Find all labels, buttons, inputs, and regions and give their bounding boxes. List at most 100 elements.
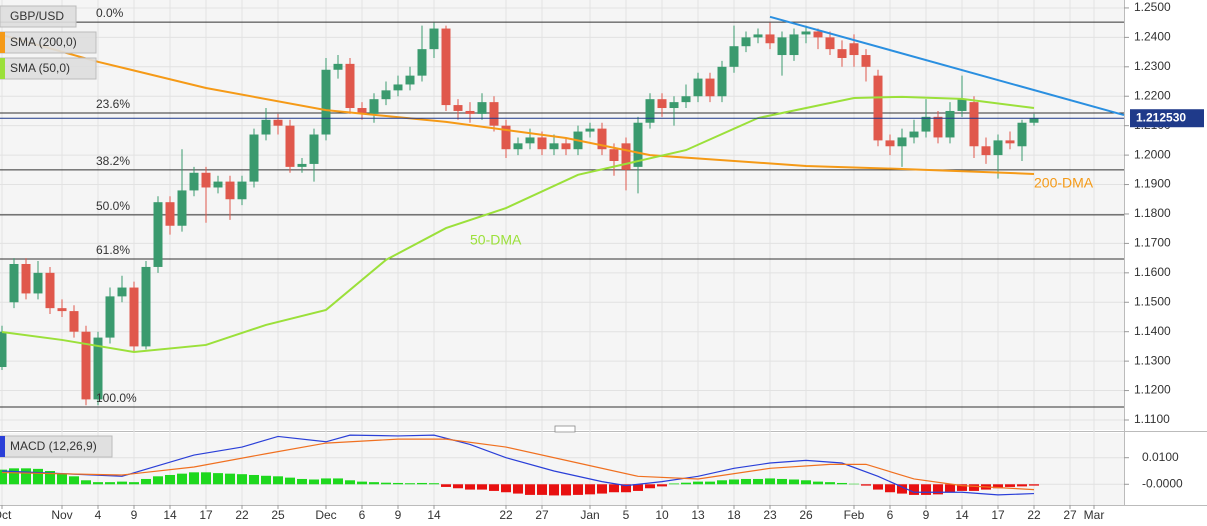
candle-body bbox=[309, 134, 319, 164]
x-tick-label: 27 bbox=[535, 508, 549, 522]
candle-body bbox=[93, 337, 103, 400]
histogram-bar bbox=[921, 484, 931, 495]
x-tick-label: Dec bbox=[315, 508, 336, 522]
x-tick-label: 9 bbox=[131, 508, 138, 522]
histogram-bar bbox=[609, 484, 619, 493]
candle-body bbox=[993, 140, 1003, 156]
candle-body bbox=[729, 46, 739, 67]
candle-body bbox=[669, 102, 679, 109]
histogram-bar bbox=[969, 484, 979, 491]
candle-body bbox=[201, 172, 211, 188]
y-tick-label: 1.1700 bbox=[1134, 236, 1171, 250]
macd-line bbox=[1, 438, 1035, 491]
y-tick-label: 1.2300 bbox=[1134, 59, 1171, 73]
legend-box bbox=[0, 435, 113, 458]
candle-body bbox=[285, 125, 295, 167]
fib-label: 61.8% bbox=[96, 243, 130, 257]
candle-body bbox=[513, 143, 523, 150]
histogram-bar bbox=[777, 478, 787, 485]
x-tick-label: Jan bbox=[580, 508, 599, 522]
x-tick-label: Nov bbox=[51, 508, 72, 522]
histogram-bar bbox=[285, 477, 295, 485]
candle-body bbox=[801, 31, 811, 35]
candle-body bbox=[681, 96, 691, 103]
histogram-bar bbox=[45, 470, 55, 485]
histogram-bar bbox=[129, 482, 139, 485]
candle-body bbox=[9, 264, 19, 303]
candle-body bbox=[69, 311, 79, 332]
x-tick-label: 25 bbox=[271, 508, 285, 522]
histogram-bar bbox=[189, 472, 199, 485]
histogram-bar bbox=[741, 478, 751, 485]
x-tick-label: Feb bbox=[844, 508, 865, 522]
candle-body bbox=[321, 69, 331, 135]
histogram-bar bbox=[933, 484, 943, 495]
x-tick-label: 5 bbox=[623, 508, 630, 522]
annotation: 200-DMA bbox=[1034, 175, 1094, 191]
candle-body bbox=[849, 43, 859, 56]
histogram-bar bbox=[993, 484, 1003, 489]
histogram-bar bbox=[585, 484, 595, 495]
histogram-bar bbox=[657, 484, 667, 487]
candle-body bbox=[897, 137, 907, 147]
x-tick-label: 14 bbox=[163, 508, 177, 522]
candle-body bbox=[225, 181, 235, 200]
histogram-bar bbox=[909, 484, 919, 495]
legend-box bbox=[0, 57, 97, 80]
candle-body bbox=[585, 128, 595, 132]
candle-body bbox=[429, 28, 439, 50]
candle-body bbox=[333, 63, 343, 70]
histogram-bar bbox=[201, 472, 211, 485]
legend-swatch bbox=[0, 436, 5, 457]
candle-body bbox=[141, 266, 151, 347]
candle-body bbox=[621, 143, 631, 170]
sma-line bbox=[1, 95, 1035, 354]
y-tick-label: 1.1300 bbox=[1134, 353, 1171, 367]
histogram-bar bbox=[945, 484, 955, 493]
histogram-bar bbox=[717, 480, 727, 485]
x-tick-label: 6 bbox=[887, 508, 894, 522]
histogram-bar bbox=[21, 468, 31, 485]
candle-body bbox=[465, 110, 475, 114]
histogram-bar bbox=[849, 483, 859, 485]
candle-body bbox=[249, 134, 259, 182]
candle-body bbox=[705, 78, 715, 97]
histogram-bar bbox=[177, 473, 187, 485]
candle-body bbox=[537, 137, 547, 150]
candle-body bbox=[189, 172, 199, 191]
histogram-bar bbox=[405, 483, 415, 485]
histogram-bar bbox=[525, 484, 535, 495]
legend-label: SMA (50,0) bbox=[10, 61, 70, 75]
candle-body bbox=[873, 75, 883, 141]
candle-body bbox=[21, 264, 31, 294]
histogram-bar bbox=[393, 482, 403, 485]
histogram-bar bbox=[513, 484, 523, 494]
x-tick-label: 9 bbox=[395, 508, 402, 522]
y-tick-label: 1.2400 bbox=[1134, 30, 1171, 44]
resize-handle[interactable] bbox=[554, 425, 576, 433]
histogram-bar bbox=[729, 479, 739, 485]
legend-label: SMA (200,0) bbox=[10, 35, 77, 49]
histogram-bar bbox=[309, 479, 319, 485]
macd-label: MACD (12,26,9) bbox=[10, 439, 97, 453]
candle-body bbox=[645, 99, 655, 123]
y-tick-label: 1.1500 bbox=[1134, 294, 1171, 308]
histogram-bar bbox=[885, 484, 895, 493]
fib-label: 50.0% bbox=[96, 199, 130, 213]
histogram-bar bbox=[117, 481, 127, 485]
y-tick-label: 1.1600 bbox=[1134, 265, 1171, 279]
fib-label: 23.6% bbox=[96, 97, 130, 111]
candle-body bbox=[177, 190, 187, 226]
histogram-bar bbox=[357, 481, 367, 485]
candle-body bbox=[417, 49, 427, 76]
candle-body bbox=[921, 116, 931, 132]
candle-body bbox=[81, 331, 91, 400]
histogram-bar bbox=[753, 478, 763, 485]
candle-body bbox=[765, 34, 775, 44]
histogram-bar bbox=[813, 481, 823, 485]
candle-body bbox=[261, 119, 271, 135]
histogram-bar bbox=[261, 475, 271, 485]
fib-label: 100.0% bbox=[96, 391, 137, 405]
histogram-bar bbox=[501, 484, 511, 493]
